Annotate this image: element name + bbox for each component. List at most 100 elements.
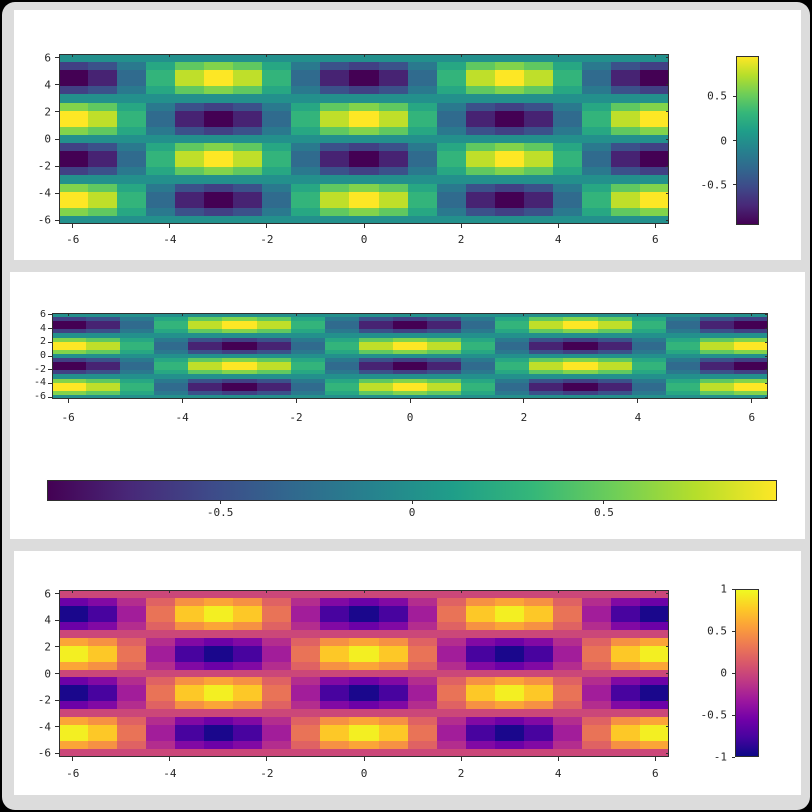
colorbar-tick-mark (219, 501, 221, 504)
y-tick-mark (55, 219, 59, 221)
x-tick-mark-top (72, 54, 74, 57)
y-tick-label: 0 (44, 667, 51, 680)
colorbar-bottom (735, 589, 759, 757)
x-tick-label: -6 (61, 411, 75, 424)
y-tick-label: 4 (39, 322, 46, 334)
x-tick-label: 4 (634, 411, 642, 424)
x-tick-mark-top (460, 54, 462, 57)
y-tick-mark-right (666, 699, 669, 701)
x-tick-mark (266, 224, 268, 228)
x-tick-label: -6 (66, 233, 80, 246)
colorbar-tick-label: 0.5 (707, 89, 727, 103)
x-tick-mark (460, 757, 462, 761)
y-tick-label: 2 (44, 640, 51, 654)
x-tick-label: -4 (175, 411, 189, 424)
x-tick-mark-top (460, 590, 462, 593)
y-tick-mark-right (666, 752, 669, 754)
colorbar-tick-mark (732, 630, 735, 632)
x-tick-label: 4 (554, 233, 562, 246)
x-tick-label: 2 (457, 767, 465, 780)
y-tick-mark-right (765, 382, 768, 384)
y-tick-label: -4 (37, 186, 51, 200)
x-tick-label: 2 (520, 411, 528, 424)
y-tick-mark (55, 619, 59, 621)
x-tick-mark-top (751, 313, 753, 316)
x-tick-mark (67, 399, 69, 403)
x-tick-mark-top (363, 54, 365, 57)
y-tick-label: 2 (39, 336, 46, 348)
x-tick-mark-top (181, 313, 183, 316)
y-tick-label: -6 (37, 213, 51, 227)
x-tick-mark-top (363, 590, 365, 593)
y-tick-mark (55, 699, 59, 701)
x-tick-mark (72, 757, 74, 761)
x-tick-mark-top (266, 590, 268, 593)
y-tick-mark (48, 314, 52, 316)
x-tick-mark-top (295, 313, 297, 316)
y-tick-mark (55, 726, 59, 728)
x-tick-label: -4 (163, 233, 177, 246)
y-tick-label: -2 (37, 693, 51, 707)
x-tick-mark (266, 757, 268, 761)
x-tick-mark (72, 224, 74, 228)
y-tick-mark (48, 396, 52, 398)
x-tick-mark-top (169, 54, 171, 57)
y-tick-mark (48, 382, 52, 384)
x-tick-label: -4 (163, 767, 177, 780)
x-tick-mark-top (557, 54, 559, 57)
x-tick-mark-top (169, 590, 171, 593)
y-tick-label: -2 (37, 159, 51, 173)
colorbar-tick-mark (732, 588, 735, 590)
y-tick-mark-right (666, 165, 669, 167)
y-tick-mark (55, 192, 59, 194)
x-tick-label: 6 (651, 233, 659, 246)
subplot-top: -6 -4 -2 0 2 4 6 6 4 2 0 -2 -4 -6 0.5 0 -0.5 (14, 10, 801, 260)
x-tick-mark (169, 757, 171, 761)
x-tick-mark (363, 757, 365, 761)
y-tick-mark-right (765, 396, 768, 398)
colorbar-tick-label: 0.5 (707, 624, 727, 638)
x-tick-mark (654, 757, 656, 761)
colorbar-middle (47, 480, 777, 501)
y-tick-label: 6 (39, 308, 46, 320)
colorbar-tick-mark (733, 95, 736, 97)
subplot-middle: -6 -4 -2 0 2 4 6 6 4 2 0 -2 -4 -6 -0.5 0 0.5 (10, 272, 805, 539)
x-tick-label: -2 (260, 233, 274, 246)
colorbar-tick-mark (732, 672, 735, 674)
y-tick-mark (55, 673, 59, 674)
colorbar-tick-label: 0 (408, 506, 416, 519)
y-tick-mark (55, 84, 59, 86)
y-tick-mark-right (666, 673, 669, 674)
colorbar-top (736, 56, 759, 225)
x-tick-label: 0 (406, 411, 414, 424)
x-tick-label: 2 (457, 233, 465, 246)
y-tick-mark-right (666, 138, 669, 140)
y-tick-mark-right (765, 355, 768, 357)
y-tick-label: -6 (37, 746, 51, 760)
x-tick-mark-top (72, 590, 74, 593)
y-tick-label: 6 (44, 587, 51, 601)
y-tick-mark (55, 593, 59, 595)
subplot-bottom: -6 -4 -2 0 2 4 6 6 4 2 0 -2 -4 -6 1 0.5 0 -0.5 -1 (14, 551, 801, 795)
colorbar-tick-label: 1 (720, 582, 727, 596)
y-tick-mark (48, 355, 52, 357)
colorbar-tick-label: -1 (713, 750, 727, 764)
colorbar-tick-label: 0 (720, 134, 727, 147)
x-tick-label: 6 (748, 411, 756, 424)
y-tick-mark-right (666, 219, 669, 221)
y-tick-label: 0 (44, 132, 51, 146)
heatmap-bottom-canvas (59, 590, 669, 757)
x-tick-label: 0 (360, 233, 368, 246)
x-tick-mark (523, 399, 525, 403)
x-tick-mark-top (654, 590, 656, 593)
x-tick-label: -6 (66, 767, 80, 780)
x-tick-mark (460, 224, 462, 228)
y-tick-label: 0 (39, 350, 46, 361)
y-tick-label: -6 (33, 391, 46, 403)
y-tick-mark (55, 138, 59, 140)
x-tick-mark-top (637, 313, 639, 316)
x-tick-label: -2 (289, 411, 303, 424)
heatmap-top-canvas (59, 54, 669, 224)
colorbar-tick-mark (733, 184, 736, 186)
